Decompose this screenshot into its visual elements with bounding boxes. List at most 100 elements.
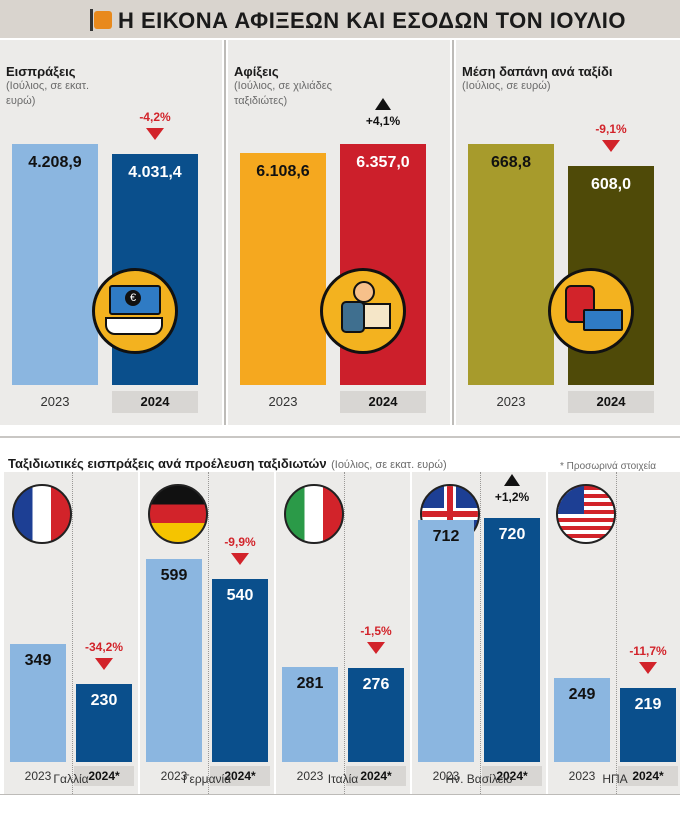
country-label: Γερμανία <box>182 772 232 786</box>
country-panel: 599 2023 540 2024* -9,9% Γερμανία <box>140 472 274 794</box>
country-label: Ιταλία <box>327 772 359 786</box>
euro-coin-shape: € <box>125 290 141 306</box>
down-arrow-icon <box>639 662 657 674</box>
section-divider <box>0 436 680 438</box>
bar-2024* <box>484 518 540 762</box>
bottom-baseline <box>0 794 680 795</box>
bottom-chart-title-main: Ταξιδιωτικές εισπράξεις ανά προέλευση τα… <box>8 456 327 471</box>
provisional-note: * Προσωρινά στοιχεία <box>560 461 657 472</box>
year-label: 2024* <box>346 766 406 786</box>
bar-2023 <box>468 144 554 385</box>
value-label: 540 <box>226 587 254 604</box>
country-panel: 249 2023 219 2024* -11,7% ΗΠΑ <box>548 472 680 794</box>
value-label: 230 <box>90 692 118 709</box>
down-arrow-icon <box>367 642 385 654</box>
down-arrow-icon <box>231 553 249 565</box>
change-label: -9,1% <box>595 122 627 136</box>
backpack-shape <box>341 301 365 333</box>
year-label: 2023 <box>568 769 596 783</box>
germany-flag-icon <box>148 484 208 544</box>
france-flag-icon <box>12 484 72 544</box>
year-label: 2023 <box>432 769 460 783</box>
value-label: 4.208,9 <box>28 154 82 171</box>
change-label: +1,2% <box>494 490 530 504</box>
usa-flag-icon <box>556 484 616 544</box>
traveler-icon <box>320 268 406 354</box>
head-shape <box>353 281 375 303</box>
banknote-shape <box>109 285 161 315</box>
bottom-chart-subtitle: (Ιούλιος, σε εκατ. ευρώ) <box>331 459 447 471</box>
year-label: 2023 <box>40 394 70 409</box>
dotted-separator <box>344 472 345 794</box>
bar-2024* <box>212 579 268 762</box>
value-label: 608,0 <box>590 176 632 193</box>
year-label: 2023 <box>160 769 188 783</box>
value-label: 6.108,6 <box>256 163 310 180</box>
bar-2023 <box>282 667 338 762</box>
value-label: 4.031,4 <box>128 164 182 181</box>
logo-bar <box>90 9 93 31</box>
value-label: 668,8 <box>490 154 532 171</box>
change-label: -4,2% <box>139 110 171 124</box>
country-label: Ην. Βασίλειο <box>445 772 513 786</box>
dotted-separator <box>616 472 617 794</box>
year-label: 2024* <box>210 766 270 786</box>
dotted-separator <box>208 472 209 794</box>
country-panel: 349 2023 230 2024* -34,2% Γαλλία <box>4 472 138 794</box>
dotted-separator <box>72 472 73 794</box>
bar-2023 <box>554 678 610 762</box>
value-label: 281 <box>296 675 324 692</box>
bar-2024* <box>348 668 404 762</box>
money-hand-icon: € <box>92 268 178 354</box>
panel-subtitle: (Ιούλιος, σε ευρώ) <box>462 80 551 92</box>
year-label: 2023 <box>268 394 298 409</box>
uk-cross-v-red <box>447 486 453 542</box>
bar-2023 <box>10 644 66 762</box>
country-label: Γαλλία <box>53 772 89 786</box>
bar-2024* <box>620 688 676 762</box>
usa-canton <box>558 486 584 514</box>
year-label: 2024 <box>112 391 198 413</box>
year-label: 2024* <box>482 766 542 786</box>
country-label: ΗΠΑ <box>602 772 628 786</box>
down-arrow-icon <box>146 128 164 140</box>
panel-divider <box>224 40 226 425</box>
title-bar <box>0 0 680 38</box>
year-label: 2024* <box>618 766 678 786</box>
panel-subtitle: (Ιούλιος, σε χιλιάδες ταξιδιώτες) <box>234 80 332 107</box>
value-label: 349 <box>24 652 52 669</box>
panel-title: Εισπράξεις <box>6 64 76 79</box>
year-label: 2024 <box>568 391 654 413</box>
value-label: 6.357,0 <box>356 154 410 171</box>
year-label: 2023 <box>296 769 324 783</box>
value-label: 712 <box>432 528 460 545</box>
year-label: 2023 <box>496 394 526 409</box>
bar-2023 <box>12 144 98 385</box>
cash-stack-shape <box>583 309 623 331</box>
panel-divider <box>452 40 454 425</box>
value-label: 599 <box>160 567 188 584</box>
bottom-chart-title: Ταξιδιωτικές εισπράξεις ανά προέλευση τα… <box>8 455 548 473</box>
bar-2023 <box>240 153 326 385</box>
cash-stack-icon <box>548 268 634 354</box>
top-panel-2: Αφίξεις (Ιούλιος, σε χιλιάδες ταξιδιώτες)… <box>228 40 450 425</box>
year-label: 2024* <box>74 766 134 786</box>
person-shape <box>565 285 595 323</box>
value-label: 249 <box>568 686 596 703</box>
italy-flag-icon <box>284 484 344 544</box>
panel-subtitle: (Ιούλιος, σε εκατ. ευρώ) <box>6 80 90 107</box>
hand-shape <box>105 317 163 335</box>
bar-2023 <box>146 559 202 762</box>
down-arrow-icon <box>602 140 620 152</box>
dotted-separator <box>480 472 481 794</box>
bar-2023 <box>418 520 474 762</box>
panel-title: Μέση δαπάνη ανά ταξίδι <box>462 64 613 79</box>
change-label: -11,7% <box>629 644 667 658</box>
change-label: +4,1% <box>365 114 401 128</box>
up-arrow-icon <box>375 98 391 110</box>
change-label: -9,9% <box>224 535 256 549</box>
country-panel: 712 2023 720 2024* +1,2% Ην. Βασίλειο <box>412 472 546 794</box>
change-label: -34,2% <box>84 640 124 654</box>
page-title: Η ΕΙΚΟΝΑ ΑΦΙΞΕΩΝ ΚΑΙ ΕΣΟΔΩΝ ΤΟΝ ΙΟΥΛΙΟ <box>118 8 626 33</box>
top-panel-3: Μέση δαπάνη ανά ταξίδι (Ιούλιος, σε ευρώ)… <box>456 40 680 425</box>
